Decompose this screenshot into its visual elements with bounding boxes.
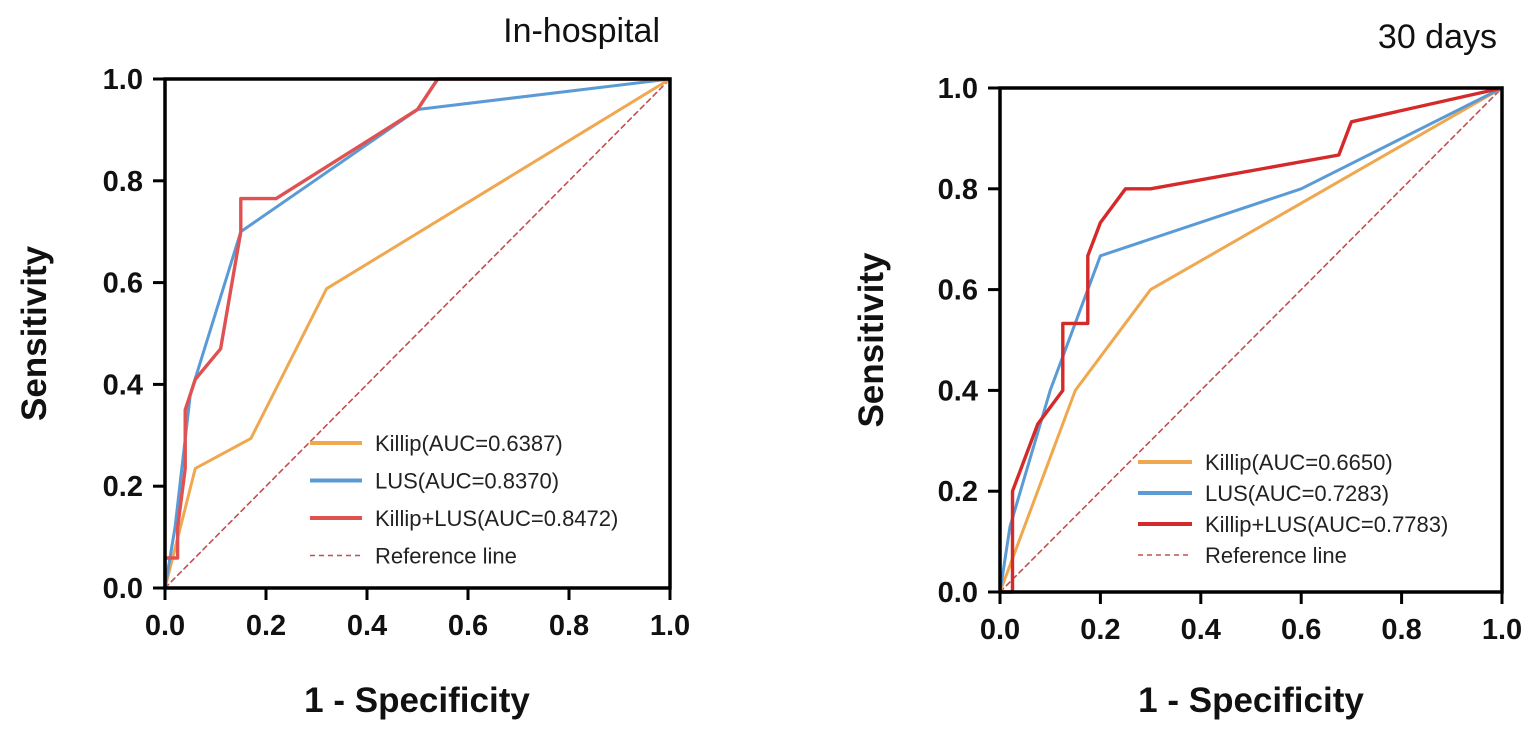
series-line-lus <box>163 77 672 590</box>
plot-frame <box>998 86 1504 594</box>
chart-30-days: 30 days 0.0 0.2 0.4 0.6 0.8 1.0 0.0 0.2 0.4 0.6 0.8… <box>852 18 1522 720</box>
series-line-killip-lus <box>163 77 672 590</box>
x-tick-label: 0.2 <box>1080 614 1120 646</box>
legend-label: LUS(AUC=0.8370) <box>375 469 559 494</box>
y-tick-label: 0.6 <box>938 275 978 307</box>
x-tick-label: 1.0 <box>1482 614 1522 646</box>
x-tick-label: 0.4 <box>1181 614 1221 646</box>
legend: Killip(AUC=0.6650) LUS(AUC=0.7283) Killip+… <box>1138 450 1448 568</box>
legend: Killip(AUC=0.6387) LUS(AUC=0.8370) Killip+… <box>310 431 618 569</box>
series-line-reference-line <box>999 87 1503 593</box>
y-tick-label: 1.0 <box>103 64 143 96</box>
x-tick-label: 0.8 <box>549 610 589 642</box>
chart-title: In-hospital <box>503 12 660 50</box>
series-line-reference-line <box>164 78 671 589</box>
plot-frame <box>163 77 672 590</box>
y-tick-label: 0.2 <box>103 471 143 503</box>
y-tick-label: 0.4 <box>103 369 143 401</box>
x-tick-label: 0.8 <box>1381 614 1421 646</box>
legend-label: LUS(AUC=0.7283) <box>1205 481 1389 506</box>
legend-label: Reference line <box>375 544 517 569</box>
y-tick-label: 0.8 <box>938 174 978 206</box>
x-axis-label: 1 - Specificity <box>1138 681 1364 720</box>
y-tick-label: 0.4 <box>938 375 978 407</box>
legend-label: Killip(AUC=0.6650) <box>1205 450 1393 475</box>
y-tick-label: 0.0 <box>103 573 143 605</box>
x-tick-label: 0.2 <box>246 610 286 642</box>
x-tick-label: 0.0 <box>980 614 1020 646</box>
x-tick-label: 0.4 <box>347 610 387 642</box>
chart-title: 30 days <box>1378 18 1497 56</box>
x-tick-label: 0.0 <box>145 610 185 642</box>
y-tick-label: 0.0 <box>938 577 978 609</box>
legend-label: Killip+LUS(AUC=0.7783) <box>1205 512 1448 537</box>
x-tick-label: 1.0 <box>650 610 690 642</box>
y-axis-label: Sensitivity <box>15 245 54 421</box>
y-tick-label: 0.6 <box>103 268 143 300</box>
y-tick-label: 0.2 <box>938 476 978 508</box>
y-axis-label: Sensitivity <box>852 252 891 428</box>
legend-label: Killip+LUS(AUC=0.8472) <box>375 506 618 531</box>
x-tick-label: 0.6 <box>448 610 488 642</box>
series-line-killip <box>163 77 672 590</box>
series-line-killip-lus <box>998 86 1504 594</box>
x-axis-label: 1 - Specificity <box>304 681 530 720</box>
y-tick-label: 0.8 <box>103 166 143 198</box>
legend-label: Reference line <box>1205 543 1347 568</box>
y-tick-label: 1.0 <box>938 73 978 105</box>
x-tick-label: 0.6 <box>1281 614 1321 646</box>
chart-in-hospital: In-hospital 0.0 0.2 0.4 0.6 0.8 1.0 0.0 0.2 0.4 0.… <box>15 12 690 720</box>
series-line-killip <box>998 86 1504 594</box>
legend-label: Killip(AUC=0.6387) <box>375 431 563 456</box>
